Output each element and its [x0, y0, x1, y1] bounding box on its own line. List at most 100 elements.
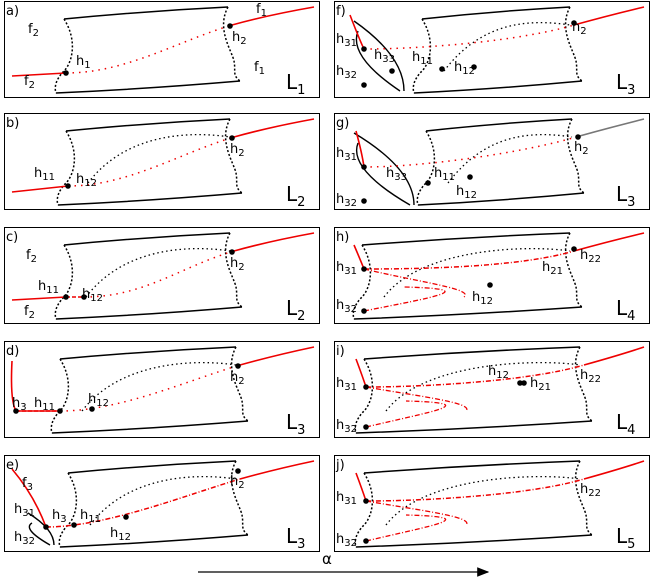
- label-text: f: [256, 2, 261, 17]
- panel-letter: a): [6, 4, 19, 19]
- point-label: h21: [542, 260, 563, 277]
- label-text: h: [336, 260, 344, 275]
- panel-letter: e): [6, 458, 19, 473]
- label-sub: 1: [261, 8, 267, 19]
- bifurcation-point: [487, 282, 493, 288]
- level-sub: 3: [627, 83, 635, 98]
- label-text: h: [232, 30, 240, 45]
- bifurcation-point: [227, 23, 233, 29]
- label-sub: 12: [90, 293, 103, 304]
- point-label: h3: [52, 508, 67, 525]
- panel-frame: [334, 341, 650, 438]
- lower-boundary: [55, 80, 241, 94]
- bifurcation-point: [361, 266, 367, 272]
- level-sub: 3: [297, 537, 305, 552]
- label-text: h: [580, 482, 588, 497]
- bifurcation-point: [361, 198, 367, 204]
- label-text: h: [230, 474, 238, 489]
- label-text: h: [230, 256, 238, 271]
- label-sub: 31: [22, 508, 35, 519]
- label-sub: 32: [344, 70, 357, 81]
- bifurcation-point: [363, 384, 369, 390]
- label-sub: 32: [344, 198, 357, 209]
- bifurcation-point: [63, 294, 69, 300]
- left-branch: [11, 468, 47, 528]
- point-label: h2: [230, 256, 245, 273]
- upper-branch-2: [363, 268, 466, 298]
- bifurcation-point: [229, 249, 235, 255]
- bifurcation-point: [235, 468, 241, 474]
- point-label: h33: [374, 48, 395, 65]
- point-label: h3: [12, 396, 27, 413]
- axis-label: α: [322, 550, 332, 568]
- middle-branch: [363, 24, 575, 50]
- upper-boundary: [67, 460, 237, 474]
- left-fold: [58, 472, 78, 548]
- label-sub: 2: [29, 310, 35, 321]
- level-text: L: [616, 296, 628, 320]
- label-text: h: [336, 418, 344, 433]
- label-sub: 2: [33, 28, 39, 39]
- label-text: h: [456, 184, 464, 199]
- bifurcation-point: [361, 308, 367, 314]
- label-sub: 22: [588, 254, 601, 265]
- left-fold: [354, 358, 374, 434]
- level-sub: 3: [297, 423, 305, 438]
- label-sub: 22: [588, 374, 601, 385]
- label-sub: 2: [580, 26, 586, 37]
- bifurcation-point: [471, 64, 477, 70]
- right-fold: [574, 346, 593, 422]
- panel-level: L5: [616, 524, 635, 552]
- label-sub: 2: [31, 254, 37, 265]
- right-fold: [224, 118, 243, 194]
- label-sub: 2: [238, 480, 244, 491]
- left-branch: [11, 72, 67, 77]
- right-branch: [239, 460, 315, 480]
- bifurcation-point: [575, 134, 581, 140]
- right-fold: [574, 460, 593, 536]
- bifurcation-point: [363, 538, 369, 544]
- upper-boundary: [63, 232, 231, 246]
- panel-level: L3: [616, 182, 635, 210]
- label-text: h: [488, 364, 496, 379]
- label-text: h: [336, 490, 344, 505]
- middle-branch: [59, 364, 241, 412]
- label-sub: 12: [118, 532, 131, 543]
- level-sub: 2: [297, 195, 305, 210]
- middle-branch: [363, 250, 575, 270]
- label-sub: 2: [29, 80, 35, 91]
- point-label: h11: [34, 166, 55, 183]
- label-text: f: [24, 304, 29, 319]
- label-sub: 32: [344, 538, 357, 549]
- bifurcation-point: [13, 408, 19, 414]
- right-branch: [233, 118, 315, 138]
- lower-branch: [365, 400, 447, 428]
- inner-fold: [89, 475, 237, 526]
- level-text: L: [286, 296, 298, 320]
- label-sub: 32: [22, 536, 35, 547]
- point-label: f2: [28, 22, 39, 39]
- panel-frame: [334, 227, 650, 324]
- point-label: h12: [110, 526, 131, 543]
- lower-boundary: [355, 420, 593, 434]
- upper-boundary: [421, 6, 571, 20]
- bifurcation-point: [63, 70, 69, 76]
- point-label: h11: [412, 50, 433, 67]
- point-label: f1: [256, 2, 267, 19]
- label-sub: 32: [344, 424, 357, 435]
- label-sub: 12: [84, 178, 97, 189]
- point-label: h31: [336, 260, 357, 277]
- label-sub: 11: [88, 514, 101, 525]
- label-sub: 31: [344, 382, 357, 393]
- label-text: h: [336, 298, 344, 313]
- label-text: h: [80, 508, 88, 523]
- panel-level: L4: [616, 296, 635, 324]
- label-text: h: [336, 32, 344, 47]
- inner-fold: [87, 133, 231, 184]
- panel-level: L4: [616, 410, 635, 438]
- middle-branch: [365, 364, 585, 388]
